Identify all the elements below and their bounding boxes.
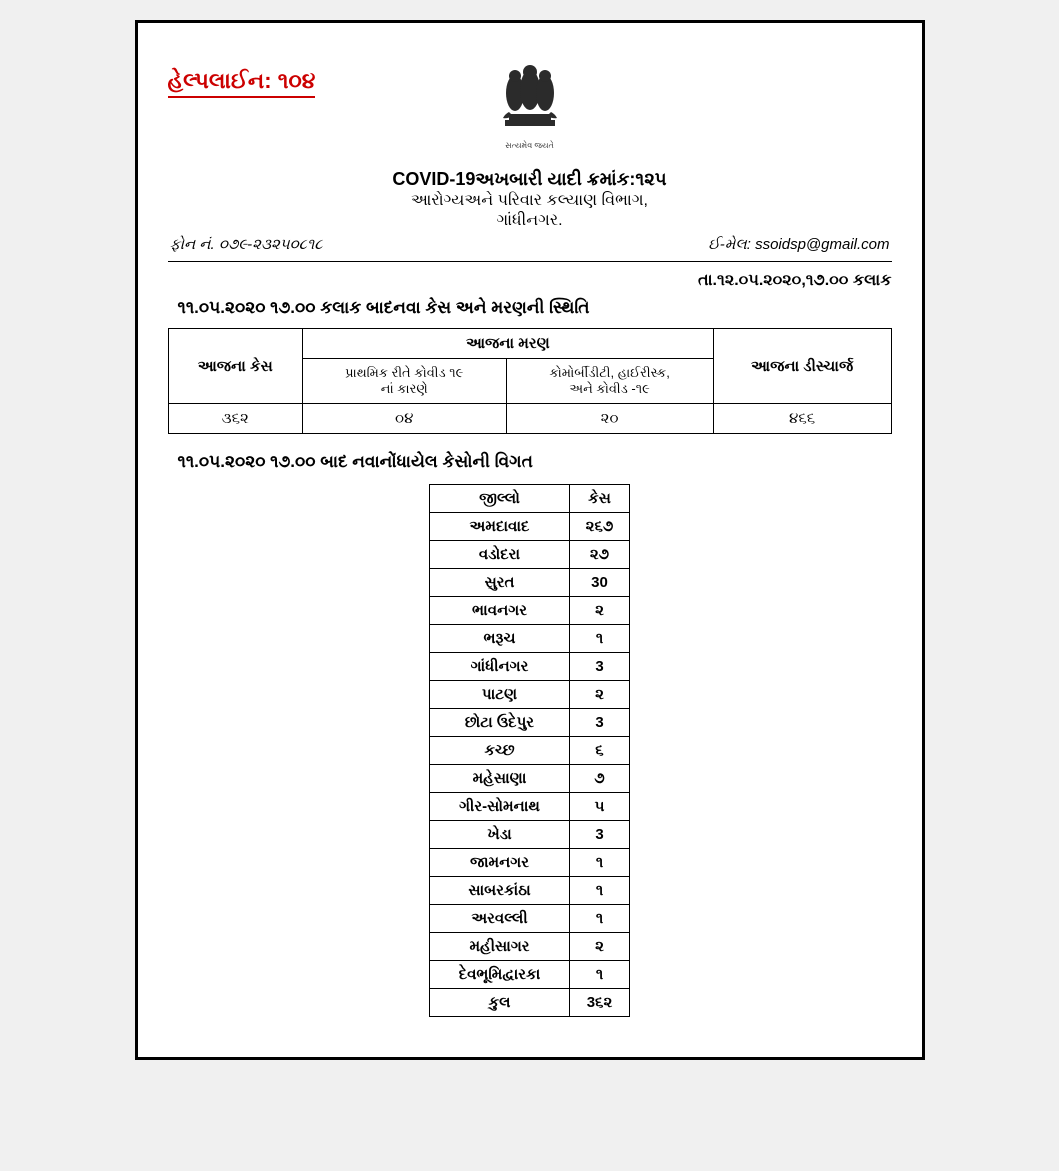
cases-cell: ૧ — [570, 877, 630, 905]
header-row: હેલ્પલાઈન: ૧૦૪ — [168, 38, 892, 161]
helpline-label: હેલ્પલાઈન: ૧૦૪ — [168, 68, 316, 98]
district-cell: જામનગર — [430, 849, 570, 877]
table-row: વડોદરા૨૭ — [430, 541, 630, 569]
table-row: દેવભૂમિદ્વારકા૧ — [430, 961, 630, 989]
title-city: ગાંધીનગર. — [168, 212, 892, 230]
summary-discharge-value: ૪૬૬ — [713, 404, 891, 434]
email-label: ઈ-મેલ: — [708, 236, 751, 253]
cases-cell: ૬ — [570, 737, 630, 765]
national-emblem-icon — [495, 58, 565, 143]
detail-header-district: જીલ્લો — [430, 485, 570, 513]
title-sub: આરોગ્યઅને પરિવાર કલ્યાણ વિભાગ, — [168, 192, 892, 210]
cases-cell: ૨૬૭ — [570, 513, 630, 541]
page-inner: હેલ્પલાઈન: ૧૦૪ — [138, 23, 922, 1057]
district-cell: પાટણ — [430, 681, 570, 709]
district-cell: ભરૂચ — [430, 625, 570, 653]
district-cell: અરવલ્લી — [430, 905, 570, 933]
table-row: મહેસાણા૭ — [430, 765, 630, 793]
district-cell: ગાંધીનગર — [430, 653, 570, 681]
divider — [168, 261, 892, 262]
table-row: છોટા ઉદેપુર3 — [430, 709, 630, 737]
cases-cell: ૨ — [570, 681, 630, 709]
detail-table: જીલ્લો કેસ અમદાવાદ૨૬૭વડોદરા૨૭સુરત30ભાવનગ… — [429, 484, 630, 1017]
summary-death2-value: ૨૦ — [506, 404, 713, 434]
summary-sub1-line1: પ્રાથમિક રીતે કોવીડ ૧૯ — [307, 365, 502, 381]
table-row: અરવલ્લી૧ — [430, 905, 630, 933]
district-cell: કચ્છ — [430, 737, 570, 765]
cases-cell: ૭ — [570, 765, 630, 793]
district-cell: મહીસાગર — [430, 933, 570, 961]
summary-col-deaths: આજના મરણ — [302, 329, 713, 359]
district-cell: ખેડા — [430, 821, 570, 849]
table-row: અમદાવાદ૨૬૭ — [430, 513, 630, 541]
summary-table: આજના કેસ આજના મરણ આજના ડીસ્ચાર્જ પ્રાથમિ… — [168, 328, 892, 434]
district-cell: ગીર-સોમનાથ — [430, 793, 570, 821]
district-cell: દેવભૂમિદ્વારકા — [430, 961, 570, 989]
table-row: ગીર-સોમનાથ૫ — [430, 793, 630, 821]
table-row: સુરત30 — [430, 569, 630, 597]
district-cell: સુરત — [430, 569, 570, 597]
district-cell: છોટા ઉદેપુર — [430, 709, 570, 737]
summary-sub1: પ્રાથમિક રીતે કોવીડ ૧૯ નાં કારણે — [302, 359, 506, 404]
document-page: હેલ્પલાઈન: ૧૦૪ — [135, 20, 925, 1060]
email-value: ssoidsp@gmail.com — [755, 236, 889, 253]
cases-cell: 3૬૨ — [570, 989, 630, 1017]
district-cell: કુલ — [430, 989, 570, 1017]
district-cell: સાબરકાંઠા — [430, 877, 570, 905]
cases-cell: 3 — [570, 709, 630, 737]
cases-cell: ૨ — [570, 597, 630, 625]
table-row: ભરૂચ૧ — [430, 625, 630, 653]
detail-header-row: જીલ્લો કેસ — [430, 485, 630, 513]
district-cell: મહેસાણા — [430, 765, 570, 793]
table-row: કુલ3૬૨ — [430, 989, 630, 1017]
table-row: ખેડા3 — [430, 821, 630, 849]
cases-cell: ૧ — [570, 625, 630, 653]
cases-cell: ૨૭ — [570, 541, 630, 569]
table-row: ભાવનગર૨ — [430, 597, 630, 625]
summary-title: ૧૧.૦૫.૨૦૨૦ ૧૭.૦૦ કલાક બાદનવા કેસ અને મરણ… — [178, 298, 892, 318]
date-line: તા.૧૨.૦૫.૨૦૨૦,૧૭.૦૦ કલાક — [168, 272, 892, 290]
cases-cell: 30 — [570, 569, 630, 597]
summary-sub2-line2: અને કોવીડ -૧૯ — [511, 381, 709, 397]
district-cell: વડોદરા — [430, 541, 570, 569]
detail-title: ૧૧.૦૫.૨૦૨૦ ૧૭.૦૦ બાદ નવાનોંધાયેલ કેસોની … — [178, 452, 892, 472]
cases-cell: ૧ — [570, 961, 630, 989]
table-row: સાબરકાંઠા૧ — [430, 877, 630, 905]
table-row: જામનગર૧ — [430, 849, 630, 877]
summary-cases-value: ૩૬૨ — [168, 404, 302, 434]
table-row: ગાંધીનગર3 — [430, 653, 630, 681]
cases-cell: ૫ — [570, 793, 630, 821]
detail-header-cases: કેસ — [570, 485, 630, 513]
table-row: કચ્છ૬ — [430, 737, 630, 765]
cases-cell: ૧ — [570, 905, 630, 933]
summary-data-row: ૩૬૨ ૦૪ ૨૦ ૪૬૬ — [168, 404, 891, 434]
title-main: COVID-19અખબારી યાદી ક્રમાંક:૧૨૫ — [168, 169, 892, 190]
cases-cell: ૨ — [570, 933, 630, 961]
cases-cell: ૧ — [570, 849, 630, 877]
summary-death1-value: ૦૪ — [302, 404, 506, 434]
summary-sub1-line2: નાં કારણે — [307, 381, 502, 397]
summary-sub2: કોમોર્બીડીટી, હાઈરીસ્ક, અને કોવીડ -૧૯ — [506, 359, 713, 404]
summary-header-row: આજના કેસ આજના મરણ આજના ડીસ્ચાર્જ — [168, 329, 891, 359]
emblem-wrap: સત્યમેવ જયતે — [495, 58, 565, 151]
table-row: પાટણ૨ — [430, 681, 630, 709]
cases-cell: 3 — [570, 653, 630, 681]
contact-row: ફોન નં. ૦૭૯-૨૩૨૫૦૮૧૮ ઈ-મેલ: ssoidsp@gmai… — [168, 236, 892, 259]
cases-cell: 3 — [570, 821, 630, 849]
summary-col-discharge: આજના ડીસ્ચાર્જ — [713, 329, 891, 404]
summary-sub2-line1: કોમોર્બીડીટી, હાઈરીસ્ક, — [511, 365, 709, 381]
district-cell: અમદાવાદ — [430, 513, 570, 541]
phone-label: ફોન નં. ૦૭૯-૨૩૨૫૦૮૧૮ — [170, 236, 323, 253]
table-row: મહીસાગર૨ — [430, 933, 630, 961]
title-block: COVID-19અખબારી યાદી ક્રમાંક:૧૨૫ આરોગ્યઅન… — [168, 169, 892, 230]
summary-col-cases: આજના કેસ — [168, 329, 302, 404]
email-block: ઈ-મેલ: ssoidsp@gmail.com — [708, 236, 889, 253]
district-cell: ભાવનગર — [430, 597, 570, 625]
